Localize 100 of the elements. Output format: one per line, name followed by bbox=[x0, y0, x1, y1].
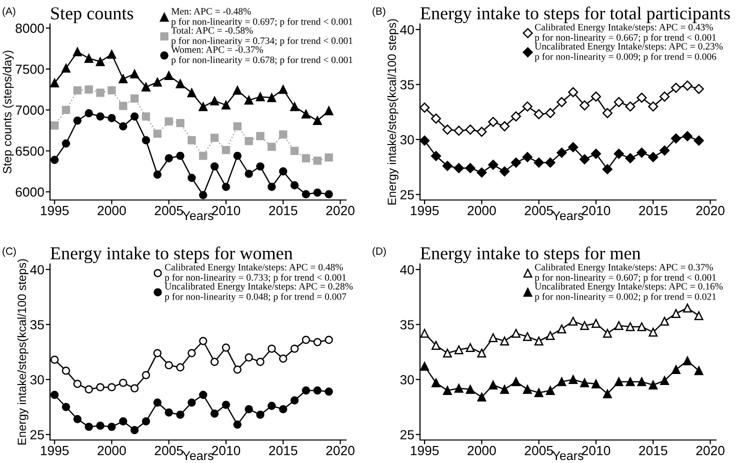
point bbox=[420, 328, 430, 338]
point bbox=[84, 85, 93, 94]
point bbox=[465, 163, 476, 174]
point bbox=[637, 377, 646, 386]
point bbox=[510, 111, 522, 122]
point bbox=[522, 384, 532, 394]
text: (C) bbox=[2, 247, 16, 257]
point bbox=[256, 92, 265, 102]
point bbox=[682, 356, 692, 366]
point bbox=[244, 405, 253, 414]
y-tick-label: 7500 bbox=[16, 64, 44, 74]
y-tick-label: 6500 bbox=[16, 146, 44, 156]
y-tick-label: 35 bbox=[400, 80, 414, 90]
point bbox=[500, 121, 510, 132]
point bbox=[233, 152, 242, 160]
point bbox=[50, 356, 59, 364]
point bbox=[488, 160, 498, 170]
point bbox=[476, 167, 487, 178]
legend-label: Uncalibrated Energy Intake/steps: APC = 0.28% p for non-linearity = 0.048; p for trend = 0.007 bbox=[164, 282, 353, 302]
point bbox=[580, 154, 590, 164]
x-tick-label: 2010 bbox=[212, 206, 240, 216]
point bbox=[636, 92, 647, 103]
chart-title: Energy intake to steps for men bbox=[420, 246, 641, 264]
point bbox=[222, 182, 230, 191]
point bbox=[432, 378, 440, 388]
point bbox=[188, 136, 196, 144]
point bbox=[142, 112, 150, 121]
point bbox=[199, 152, 208, 160]
point bbox=[107, 50, 116, 59]
point bbox=[556, 148, 567, 158]
point bbox=[130, 384, 139, 392]
point bbox=[534, 336, 544, 346]
point bbox=[672, 365, 680, 374]
x-tick-label: 2005 bbox=[524, 206, 553, 216]
point bbox=[119, 102, 128, 110]
x-tick-label: 2015 bbox=[639, 206, 668, 216]
y-tick-label: 8000 bbox=[16, 24, 44, 34]
point bbox=[580, 378, 590, 388]
x-axis-title: Years bbox=[182, 451, 214, 460]
point bbox=[84, 422, 93, 431]
point bbox=[164, 361, 173, 370]
point bbox=[512, 328, 520, 338]
point bbox=[73, 116, 82, 125]
point bbox=[568, 142, 578, 152]
point bbox=[648, 328, 658, 337]
point bbox=[222, 344, 230, 352]
x-tick-label: 1995 bbox=[40, 206, 69, 216]
point bbox=[279, 354, 288, 363]
point bbox=[176, 118, 184, 128]
point bbox=[682, 304, 692, 312]
point bbox=[626, 377, 635, 386]
point bbox=[324, 388, 333, 396]
point bbox=[108, 114, 116, 122]
point bbox=[210, 96, 220, 106]
point bbox=[625, 101, 636, 112]
point bbox=[119, 378, 128, 387]
point bbox=[420, 362, 430, 371]
point bbox=[233, 420, 242, 429]
point bbox=[268, 182, 276, 191]
point bbox=[694, 136, 704, 146]
point bbox=[62, 64, 70, 73]
point bbox=[454, 384, 464, 393]
point bbox=[625, 153, 636, 164]
x-tick-label: 2000 bbox=[98, 446, 126, 456]
point bbox=[199, 336, 208, 346]
point bbox=[466, 343, 475, 352]
point bbox=[592, 318, 600, 328]
point bbox=[477, 392, 486, 402]
chart-title: Energy intake to steps for total participants bbox=[420, 6, 730, 24]
y-tick-label: 25 bbox=[400, 430, 414, 440]
point bbox=[545, 158, 556, 168]
point bbox=[556, 97, 567, 108]
point bbox=[430, 150, 442, 162]
y-axis-title: Step counts (steps/day) bbox=[2, 50, 14, 174]
point bbox=[694, 366, 704, 376]
x-tick-label: 2020 bbox=[696, 446, 724, 456]
point bbox=[50, 78, 60, 88]
point bbox=[268, 402, 276, 410]
point bbox=[176, 363, 184, 372]
point bbox=[119, 417, 128, 426]
point bbox=[210, 162, 219, 171]
point bbox=[672, 309, 680, 318]
point bbox=[313, 156, 322, 165]
point bbox=[153, 398, 162, 407]
point bbox=[324, 153, 333, 162]
point bbox=[557, 377, 566, 386]
point bbox=[512, 377, 520, 386]
point bbox=[153, 170, 162, 179]
point bbox=[313, 386, 322, 395]
point bbox=[313, 338, 322, 346]
point bbox=[302, 190, 310, 198]
point bbox=[50, 390, 59, 399]
point bbox=[660, 92, 670, 102]
point bbox=[432, 340, 440, 350]
x-tick-label: 2010 bbox=[582, 206, 610, 216]
point bbox=[279, 167, 288, 176]
x-tick-label: 2010 bbox=[582, 446, 610, 456]
x-tick-label: 2010 bbox=[212, 446, 240, 456]
x-tick-label: 2000 bbox=[468, 446, 496, 456]
point bbox=[488, 116, 498, 127]
